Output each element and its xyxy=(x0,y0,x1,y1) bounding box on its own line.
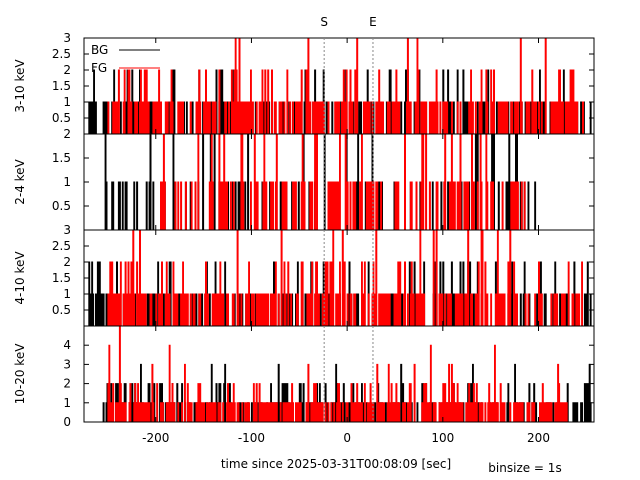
y-axis-label: 2-4 keV xyxy=(13,158,27,204)
legend-label-fg: FG xyxy=(91,61,107,75)
panels-layer: 0.5 1 1.5 2 2.5 3 3-10 keV 0.5 1 1.5 2 2-4 keV 0.5 1 1… xyxy=(13,31,595,445)
y-tick-label: 3 xyxy=(63,357,71,371)
y-axis-label: 10-20 keV xyxy=(13,343,27,405)
y-tick-label: 2 xyxy=(63,255,71,269)
y-tick-label: 2.5 xyxy=(52,239,71,253)
x-axis-label: time since 2025-03-31T00:08:09 [sec] xyxy=(221,457,451,471)
y-tick-label: 2 xyxy=(63,63,71,77)
legend-label-bg: BG xyxy=(91,43,108,57)
y-tick-label: 3 xyxy=(63,223,71,237)
x-tick-label: 100 xyxy=(431,431,454,445)
x-tick-label: -100 xyxy=(238,431,265,445)
x-tick-label: -200 xyxy=(142,431,169,445)
y-tick-label: 2 xyxy=(63,127,71,141)
series-fg-panel-1 xyxy=(107,37,584,134)
marker-label-s: S xyxy=(320,15,328,29)
panel-1: 0.5 1 1.5 2 2.5 3 3-10 keV xyxy=(13,31,595,135)
y-tick-label: 0 xyxy=(63,415,71,429)
panel-frame xyxy=(83,325,595,423)
y-tick-label: 1 xyxy=(63,175,71,189)
y-tick-label: 0.5 xyxy=(52,303,71,317)
y-tick-label: 2.5 xyxy=(52,47,71,61)
marker-label-e: E xyxy=(369,15,377,29)
panel-2: 0.5 1 1.5 2 2-4 keV xyxy=(13,127,595,231)
x-tick-label: 200 xyxy=(527,431,550,445)
y-tick-label: 1.5 xyxy=(52,271,71,285)
y-axis-label: 3-10 keV xyxy=(13,59,27,113)
y-tick-label: 1.5 xyxy=(52,79,71,93)
y-tick-label: 3 xyxy=(63,31,71,45)
y-tick-label: 0.5 xyxy=(52,199,71,213)
binsize-label: binsize = 1s xyxy=(488,461,561,475)
y-tick-label: 4 xyxy=(63,338,71,352)
y-tick-label: 1.5 xyxy=(52,151,71,165)
y-tick-label: 1 xyxy=(63,287,71,301)
y-tick-label: 1 xyxy=(63,396,71,410)
legend: BG FG xyxy=(91,43,160,75)
panel-3: 0.5 1 1.5 2 2.5 3 4-10 keV xyxy=(13,223,595,327)
panel-4: 0 1 2 3 4 10-20 keV xyxy=(13,325,595,429)
y-tick-label: 1 xyxy=(63,95,71,109)
x-tick-label: 0 xyxy=(343,431,351,445)
y-axis-label: 4-10 keV xyxy=(13,251,27,305)
y-tick-label: 0.5 xyxy=(52,111,71,125)
y-tick-label: 2 xyxy=(63,377,71,391)
